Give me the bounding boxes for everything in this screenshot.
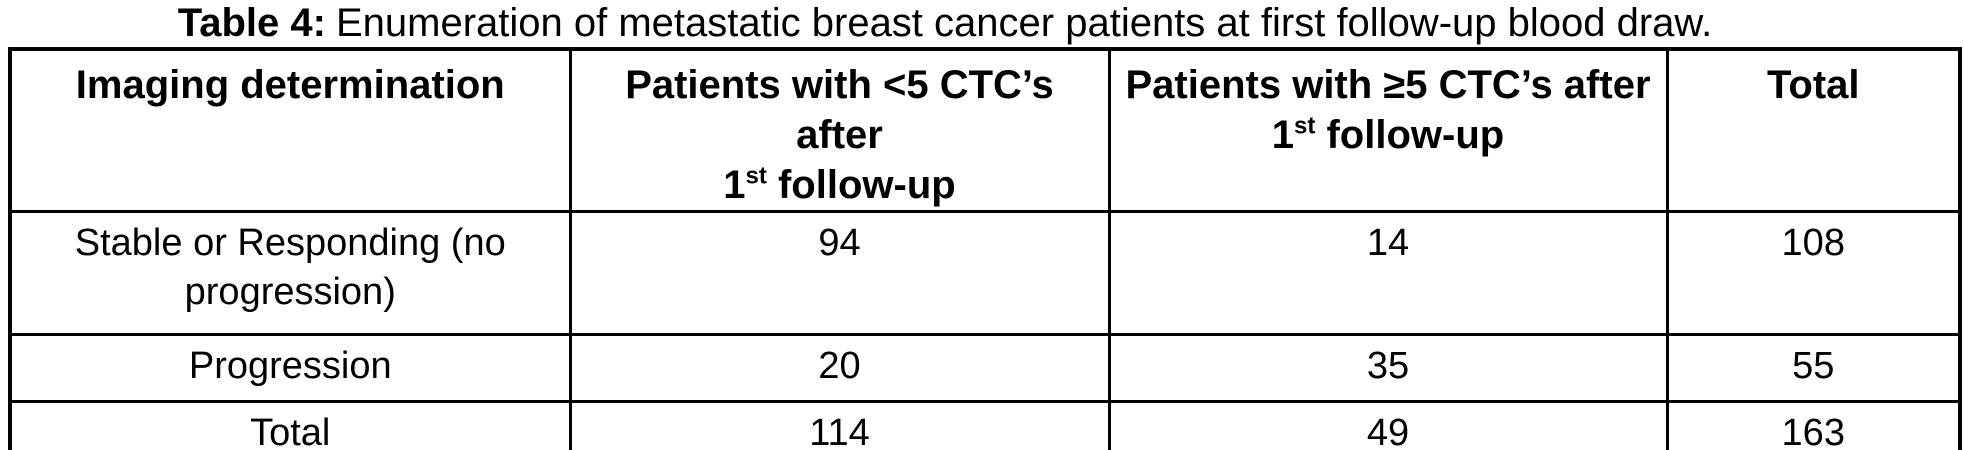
- table-caption-text: Enumeration of metastatic breast cancer …: [335, 1, 1713, 45]
- value-cell-gte5: 49: [1107, 400, 1669, 450]
- value-cell-gte5: 14: [1107, 210, 1669, 336]
- header-label-line2-rest: follow-up: [766, 163, 956, 207]
- header-cell-gte5-ctc: Patients with ≥5 CTC’s after 1st follow-…: [1107, 47, 1669, 213]
- table-caption-number: Table 4:: [177, 1, 326, 45]
- ordinal-suffix: st: [745, 162, 767, 190]
- table-caption: Table 4: Enumeration of metastatic breast…: [0, 0, 1890, 46]
- value-cell-total: 108: [1665, 210, 1962, 336]
- header-cell-total: Total: [1665, 47, 1962, 213]
- value-cell-gte5: 35: [1107, 333, 1669, 403]
- header-row: Imaging determination Patients with <5 C…: [8, 47, 1962, 213]
- value-cell-total: 163: [1665, 400, 1962, 450]
- header-cell-imaging-determination: Imaging determination: [8, 47, 572, 213]
- row-label-cell: Progression: [8, 333, 572, 403]
- value-cell-lt5: 114: [568, 400, 1111, 450]
- row-label-cell: Total: [8, 400, 572, 450]
- patient-enumeration-table: Imaging determination Patients with <5 C…: [8, 47, 1962, 450]
- table-row-progression: Progression 20 35 55: [8, 333, 1962, 403]
- value-cell-lt5: 20: [568, 333, 1111, 403]
- header-label: Imaging determination: [75, 63, 505, 107]
- header-label: Total: [1766, 63, 1860, 107]
- header-label-line1: Patients with ≥5 CTC’s after: [1125, 63, 1651, 107]
- header-cell-lt5-ctc: Patients with <5 CTC’s after 1st follow-…: [568, 47, 1111, 213]
- header-label-line2-rest: follow-up: [1315, 113, 1505, 157]
- ordinal-base: 1: [723, 163, 746, 207]
- table-row-total: Total 114 49 163: [8, 400, 1962, 450]
- header-label-line2: 1st follow-up: [582, 160, 1098, 209]
- ordinal-base: 1: [1271, 113, 1295, 157]
- header-label-line1: Patients with <5 CTC’s after: [625, 63, 1054, 157]
- value-cell-total: 55: [1665, 333, 1962, 403]
- table-row-stable-or-responding: Stable or Responding (no progression) 94…: [8, 210, 1962, 336]
- ordinal-suffix: st: [1294, 112, 1316, 140]
- row-label-cell: Stable or Responding (no progression): [8, 210, 572, 336]
- header-label-line2: 1st follow-up: [1121, 110, 1656, 160]
- value-cell-lt5: 94: [568, 210, 1111, 336]
